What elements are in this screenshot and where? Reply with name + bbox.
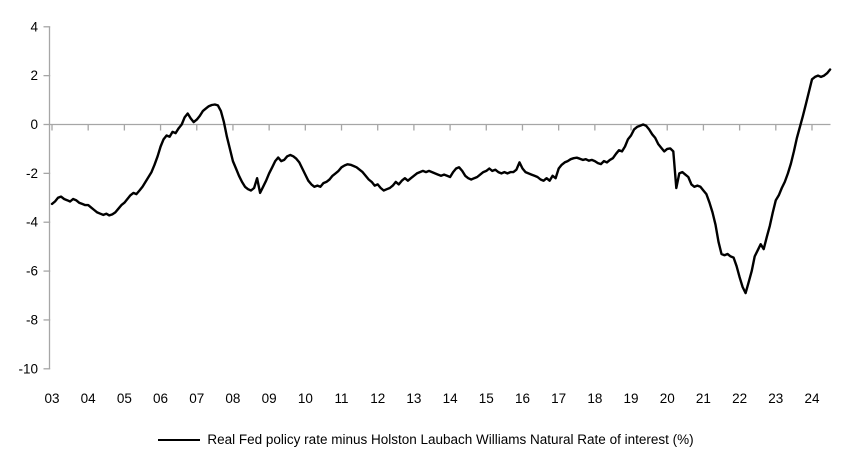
series-line [50, 68, 832, 295]
x-tick-label: 17 [551, 391, 566, 406]
x-tick-label: 09 [262, 391, 277, 406]
legend: Real Fed policy rate minus Holston Lauba… [0, 432, 852, 447]
y-tick-label: 4 [30, 19, 38, 34]
x-tick-label: 05 [117, 391, 132, 406]
x-tick-label: 04 [81, 391, 97, 406]
x-tick-label: 11 [335, 391, 349, 406]
x-tick-label: 15 [479, 391, 494, 406]
x-tick-label: 07 [189, 391, 204, 406]
legend-series-label: Real Fed policy rate minus Holston Lauba… [207, 432, 694, 447]
y-tick-label: 2 [30, 68, 38, 83]
legend-line-marker [158, 438, 201, 441]
x-tick-label: 21 [696, 391, 711, 406]
y-tick-label: -6 [26, 264, 38, 279]
x-tick-label: 16 [515, 391, 530, 406]
x-tick-label: 20 [660, 391, 675, 406]
x-tick-label: 22 [732, 391, 747, 406]
x-tick-label: 06 [153, 391, 168, 406]
y-tick-label: -8 [26, 312, 38, 327]
x-tick-label: 23 [768, 391, 783, 406]
y-tick-label: -10 [18, 361, 38, 376]
y-tick-label: -4 [26, 215, 38, 230]
x-tick-label: 10 [298, 391, 313, 406]
x-tick-label: 03 [44, 391, 59, 406]
x-tick-label: 08 [225, 391, 240, 406]
x-tick-label: 12 [370, 391, 385, 406]
x-tick-label: 18 [587, 391, 602, 406]
x-tick-label: 14 [443, 391, 459, 406]
x-tick-label: 13 [406, 391, 421, 406]
x-tick-label: 19 [624, 391, 639, 406]
y-tick-label: 0 [30, 117, 38, 132]
y-tick-label: -2 [26, 166, 38, 181]
x-tick-label: 24 [804, 391, 820, 406]
